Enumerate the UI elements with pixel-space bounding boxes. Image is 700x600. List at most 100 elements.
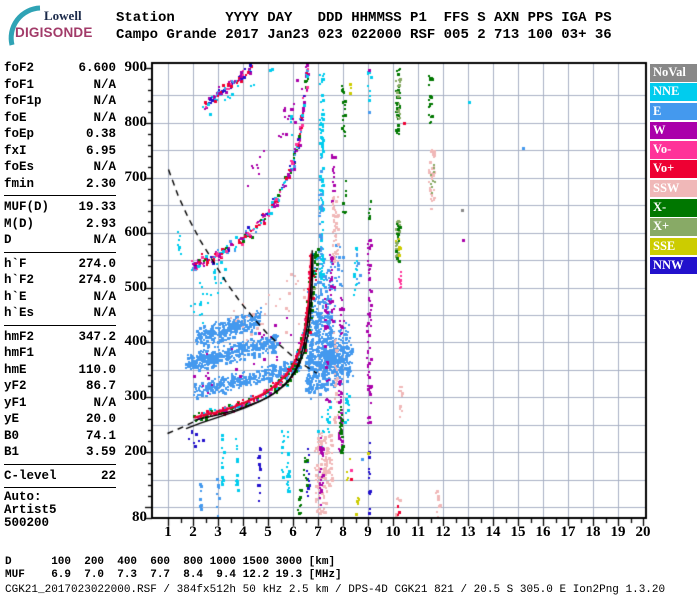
parameter-value: 274.0	[78, 256, 116, 271]
logo-lowell-text: Lowell	[44, 8, 82, 23]
header-values: Campo Grande 2017 Jan23 023 022000 RSF 0…	[116, 27, 612, 43]
parameter-group: Auto: Artist5 500200	[4, 491, 116, 533]
x-axis-label-7: 7	[314, 524, 322, 540]
parameter-value: 347.2	[78, 329, 116, 344]
parameter-value: 110.0	[78, 362, 116, 377]
x-axis-label-6: 6	[289, 524, 297, 540]
legend-item-noval: NoVal	[650, 64, 697, 82]
x-axis-label-19: 19	[610, 524, 626, 540]
parameter-value: N/A	[93, 233, 116, 247]
x-axis-label-3: 3	[214, 524, 222, 540]
parameter-value: 2.93	[85, 216, 116, 231]
parameter-row: B1 3.59	[4, 444, 116, 461]
parameter-value: N/A	[93, 346, 116, 360]
parameter-label: h`E	[4, 289, 27, 304]
legend-item-nnw: NNW	[650, 256, 697, 275]
parameter-value: N/A	[93, 395, 116, 410]
parameter-value: 6.95	[85, 143, 116, 158]
header-column-titles: Station YYYY DAY DDD HHMMSS P1 FFS S AXN…	[116, 10, 612, 26]
parameter-label: MUF(D)	[4, 200, 50, 214]
legend-item-e: E	[650, 102, 697, 121]
parameter-value: 22	[100, 468, 116, 483]
parameter-label: 500200	[4, 516, 50, 530]
x-axis-label-5: 5	[264, 524, 272, 540]
parameter-row: Artist5	[4, 504, 116, 517]
parameter-value: N/A	[93, 77, 116, 92]
legend-item-vo+: Vo+	[650, 160, 697, 178]
parameter-row: foF1 N/A	[4, 77, 116, 94]
x-axis-label-12: 12	[435, 524, 451, 540]
y-axis-label-600: 600	[124, 223, 148, 240]
muf-table: D 100 200 400 600 800 1000 1500 3000 [km…	[5, 556, 342, 582]
parameter-row: h`Es N/A	[4, 305, 116, 322]
x-axis-label-8: 8	[339, 524, 347, 540]
scaled-parameters-panel: foF2 6.600 foF1 N/A foF1p N/A foE N/A foEp 0.38 fx…	[4, 60, 116, 536]
parameter-value: 0.38	[85, 127, 116, 141]
parameter-row: B0 74.1	[4, 428, 116, 445]
parameter-label: h`F2	[4, 273, 35, 287]
station-header: Station YYYY DAY DDD HHMMSS P1 FFS S AXN…	[116, 10, 612, 44]
parameter-value: N/A	[93, 306, 116, 320]
parameter-label: Artist5	[4, 503, 57, 517]
parameter-label: D	[4, 233, 12, 247]
parameter-label: hmE	[4, 362, 27, 377]
parameter-row: hmF1 N/A	[4, 345, 116, 362]
parameter-row: yE 20.0	[4, 411, 116, 428]
parameter-label: M(D)	[4, 216, 35, 231]
parameter-row: foE N/A	[4, 110, 116, 127]
parameter-value: N/A	[93, 110, 116, 125]
parameter-value: 74.1	[85, 428, 116, 443]
distance-row: D 100 200 400 600 800 1000 1500 3000 [km…	[5, 556, 336, 568]
x-axis-label-9: 9	[364, 524, 372, 540]
parameter-row: yF2 86.7	[4, 378, 116, 395]
parameter-group: hmF2 347.2 hmF1 N/A hmE 110.0 yF2 86.7 yF1 N/A yE 2…	[4, 329, 116, 465]
y-axis-label-700: 700	[124, 168, 148, 185]
parameter-label: B0	[4, 428, 20, 443]
x-axis-label-17: 17	[560, 524, 576, 540]
parameter-row: foEp 0.38	[4, 126, 116, 143]
muf-row: MUF 6.9 7.0 7.3 7.7 8.4 9.4 12.2 19.3 [M…	[5, 569, 342, 581]
parameter-row: M(D) 2.93	[4, 216, 116, 233]
parameter-label: yF2	[4, 379, 27, 393]
x-axis-label-14: 14	[485, 524, 501, 540]
parameter-group: foF2 6.600 foF1 N/A foF1p N/A foE N/A foEp 0.38 fx…	[4, 60, 116, 196]
parameter-row: 500200	[4, 517, 116, 530]
x-axis-label-2: 2	[189, 524, 197, 540]
y-axis-label-200: 200	[124, 443, 148, 460]
logo-digisonde-text: DIGISONDE	[15, 25, 93, 40]
parameter-label: foEp	[4, 127, 35, 141]
parameter-value: 274.0	[78, 273, 116, 287]
parameter-row: yF1 N/A	[4, 395, 116, 412]
legend-item-sse: SSE	[650, 237, 697, 256]
parameter-label: foF2	[4, 61, 35, 75]
x-axis-label-20: 20	[635, 524, 651, 540]
direction-color-legend: NoVal NNE E W Vo- Vo+ SSW X- X+ SSE NNW	[650, 64, 697, 276]
parameter-value: 19.33	[78, 200, 116, 214]
parameter-label: yF1	[4, 395, 27, 410]
parameter-group: C-level 22	[4, 468, 116, 488]
x-axis-label-1: 1	[164, 524, 172, 540]
legend-item-x-: X-	[650, 199, 697, 217]
logo-arc-icon	[8, 5, 41, 46]
parameter-value: 20.0	[85, 412, 116, 426]
parameter-label: yE	[4, 412, 20, 426]
legend-item-x+: X+	[650, 218, 697, 236]
legend-item-nne: NNE	[650, 83, 697, 101]
parameter-label: fxI	[4, 143, 27, 158]
x-axis-label-13: 13	[460, 524, 476, 540]
parameter-row: foF1p N/A	[4, 93, 116, 110]
parameter-row: foEs N/A	[4, 159, 116, 176]
parameter-row: foF2 6.600	[4, 60, 116, 77]
y-axis-label-900: 900	[124, 59, 148, 75]
parameter-label: foEs	[4, 160, 35, 174]
parameter-label: hmF1	[4, 346, 35, 360]
parameter-row: MUF(D) 19.33	[4, 199, 116, 216]
x-axis-label-15: 15	[510, 524, 526, 540]
parameter-row: fxI 6.95	[4, 143, 116, 160]
parameter-label: hmF2	[4, 329, 35, 344]
parameter-label: h`Es	[4, 306, 35, 320]
x-axis-label-18: 18	[585, 524, 601, 540]
parameter-label: fmin	[4, 176, 35, 191]
